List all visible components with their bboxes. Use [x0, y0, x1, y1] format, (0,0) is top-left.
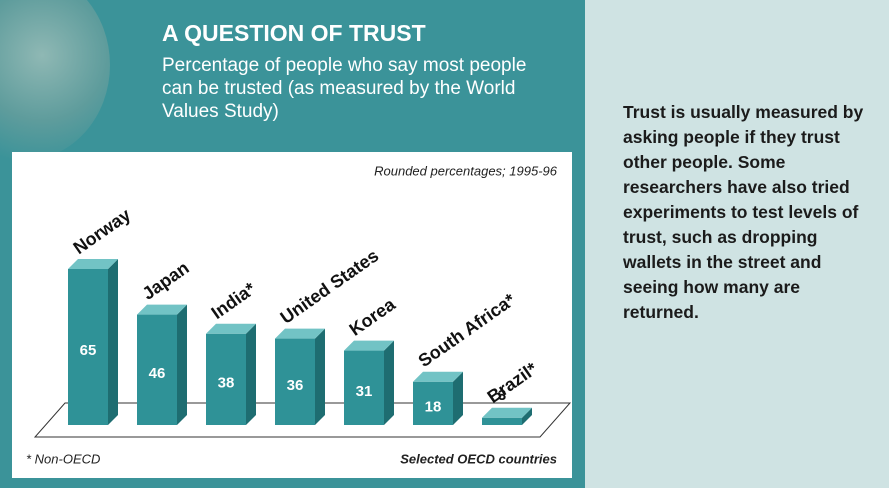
chart-note: Rounded percentages; 1995-96: [374, 163, 558, 178]
bar-side: [177, 304, 187, 425]
bar: [413, 381, 453, 425]
footnote: * Non-OECD: [26, 451, 100, 466]
bar-side: [246, 323, 256, 425]
chart-subtitle: Percentage of people who say most people…: [162, 55, 527, 122]
bar-top: [68, 259, 118, 269]
bar: [344, 350, 384, 425]
face-image: [0, 0, 110, 160]
bar-side: [108, 259, 118, 425]
chart-panel: A QUESTION OF TRUST Percentage of people…: [0, 0, 585, 488]
bar-top: [275, 328, 325, 339]
source-note: Selected OECD countries: [400, 451, 557, 466]
bar: [137, 314, 177, 425]
side-text: Trust is usually measured by asking peop…: [623, 102, 864, 322]
value-label: 3: [498, 387, 506, 404]
bar-top: [413, 371, 463, 382]
bar-side: [522, 407, 532, 425]
value-label: 65: [80, 342, 97, 359]
bar-top: [482, 407, 532, 418]
chart-title: A QUESTION OF TRUST: [162, 20, 426, 46]
bar-top: [344, 340, 394, 351]
chart: Rounded percentages; 1995-96 * Non-OECD …: [12, 152, 572, 478]
bar-top: [206, 323, 256, 334]
value-label: 46: [149, 365, 166, 382]
bar: [68, 269, 108, 425]
bar-side: [315, 328, 325, 425]
bar: [206, 333, 246, 425]
value-label: 31: [356, 383, 373, 400]
bar-side: [384, 340, 394, 425]
bar-top: [137, 304, 187, 315]
bar: [275, 338, 315, 425]
value-label: 36: [287, 377, 304, 394]
bar: [482, 417, 522, 425]
value-label: 18: [425, 398, 442, 415]
value-label: 38: [218, 374, 235, 391]
bar-side: [453, 371, 463, 425]
